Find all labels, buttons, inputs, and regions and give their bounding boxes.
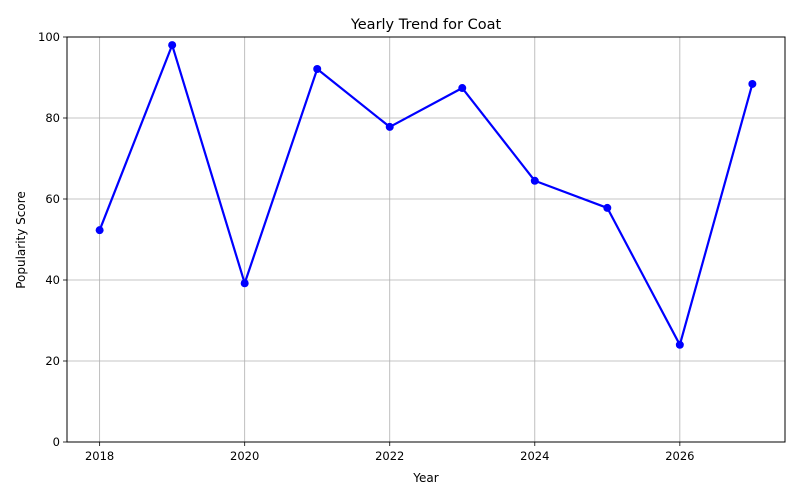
data-point xyxy=(168,41,177,50)
chart-title: Yearly Trend for Coat xyxy=(350,17,502,33)
x-tick-label: 2024 xyxy=(520,449,549,463)
data-point xyxy=(458,84,467,93)
data-point xyxy=(675,340,684,349)
data-point xyxy=(603,203,612,212)
x-axis: 2018 2020 2022 2024 2026 xyxy=(85,442,694,463)
x-tick-label: 2022 xyxy=(375,449,404,463)
data-point xyxy=(240,279,249,288)
series-line xyxy=(98,43,754,346)
data-point xyxy=(385,122,394,131)
y-tick-label: 0 xyxy=(53,435,60,449)
data-point xyxy=(530,176,539,185)
y-tick-label: 20 xyxy=(45,354,60,368)
data-point xyxy=(95,226,104,235)
y-tick-label: 40 xyxy=(45,273,60,287)
x-tick-label: 2018 xyxy=(85,449,114,463)
series-layer xyxy=(95,41,757,349)
data-point xyxy=(313,64,322,73)
y-axis-title: Popularity Score xyxy=(14,191,28,289)
x-tick-label: 2020 xyxy=(230,449,259,463)
x-tick-label: 2026 xyxy=(665,449,694,463)
plot-frame xyxy=(66,36,786,443)
y-tick-label: 100 xyxy=(38,30,60,44)
x-axis-title: Year xyxy=(412,471,438,485)
y-tick-label: 80 xyxy=(45,111,60,125)
y-axis: 0 20 40 60 80 100 xyxy=(38,30,67,449)
y-tick-label: 60 xyxy=(45,192,60,206)
data-point xyxy=(748,79,757,88)
